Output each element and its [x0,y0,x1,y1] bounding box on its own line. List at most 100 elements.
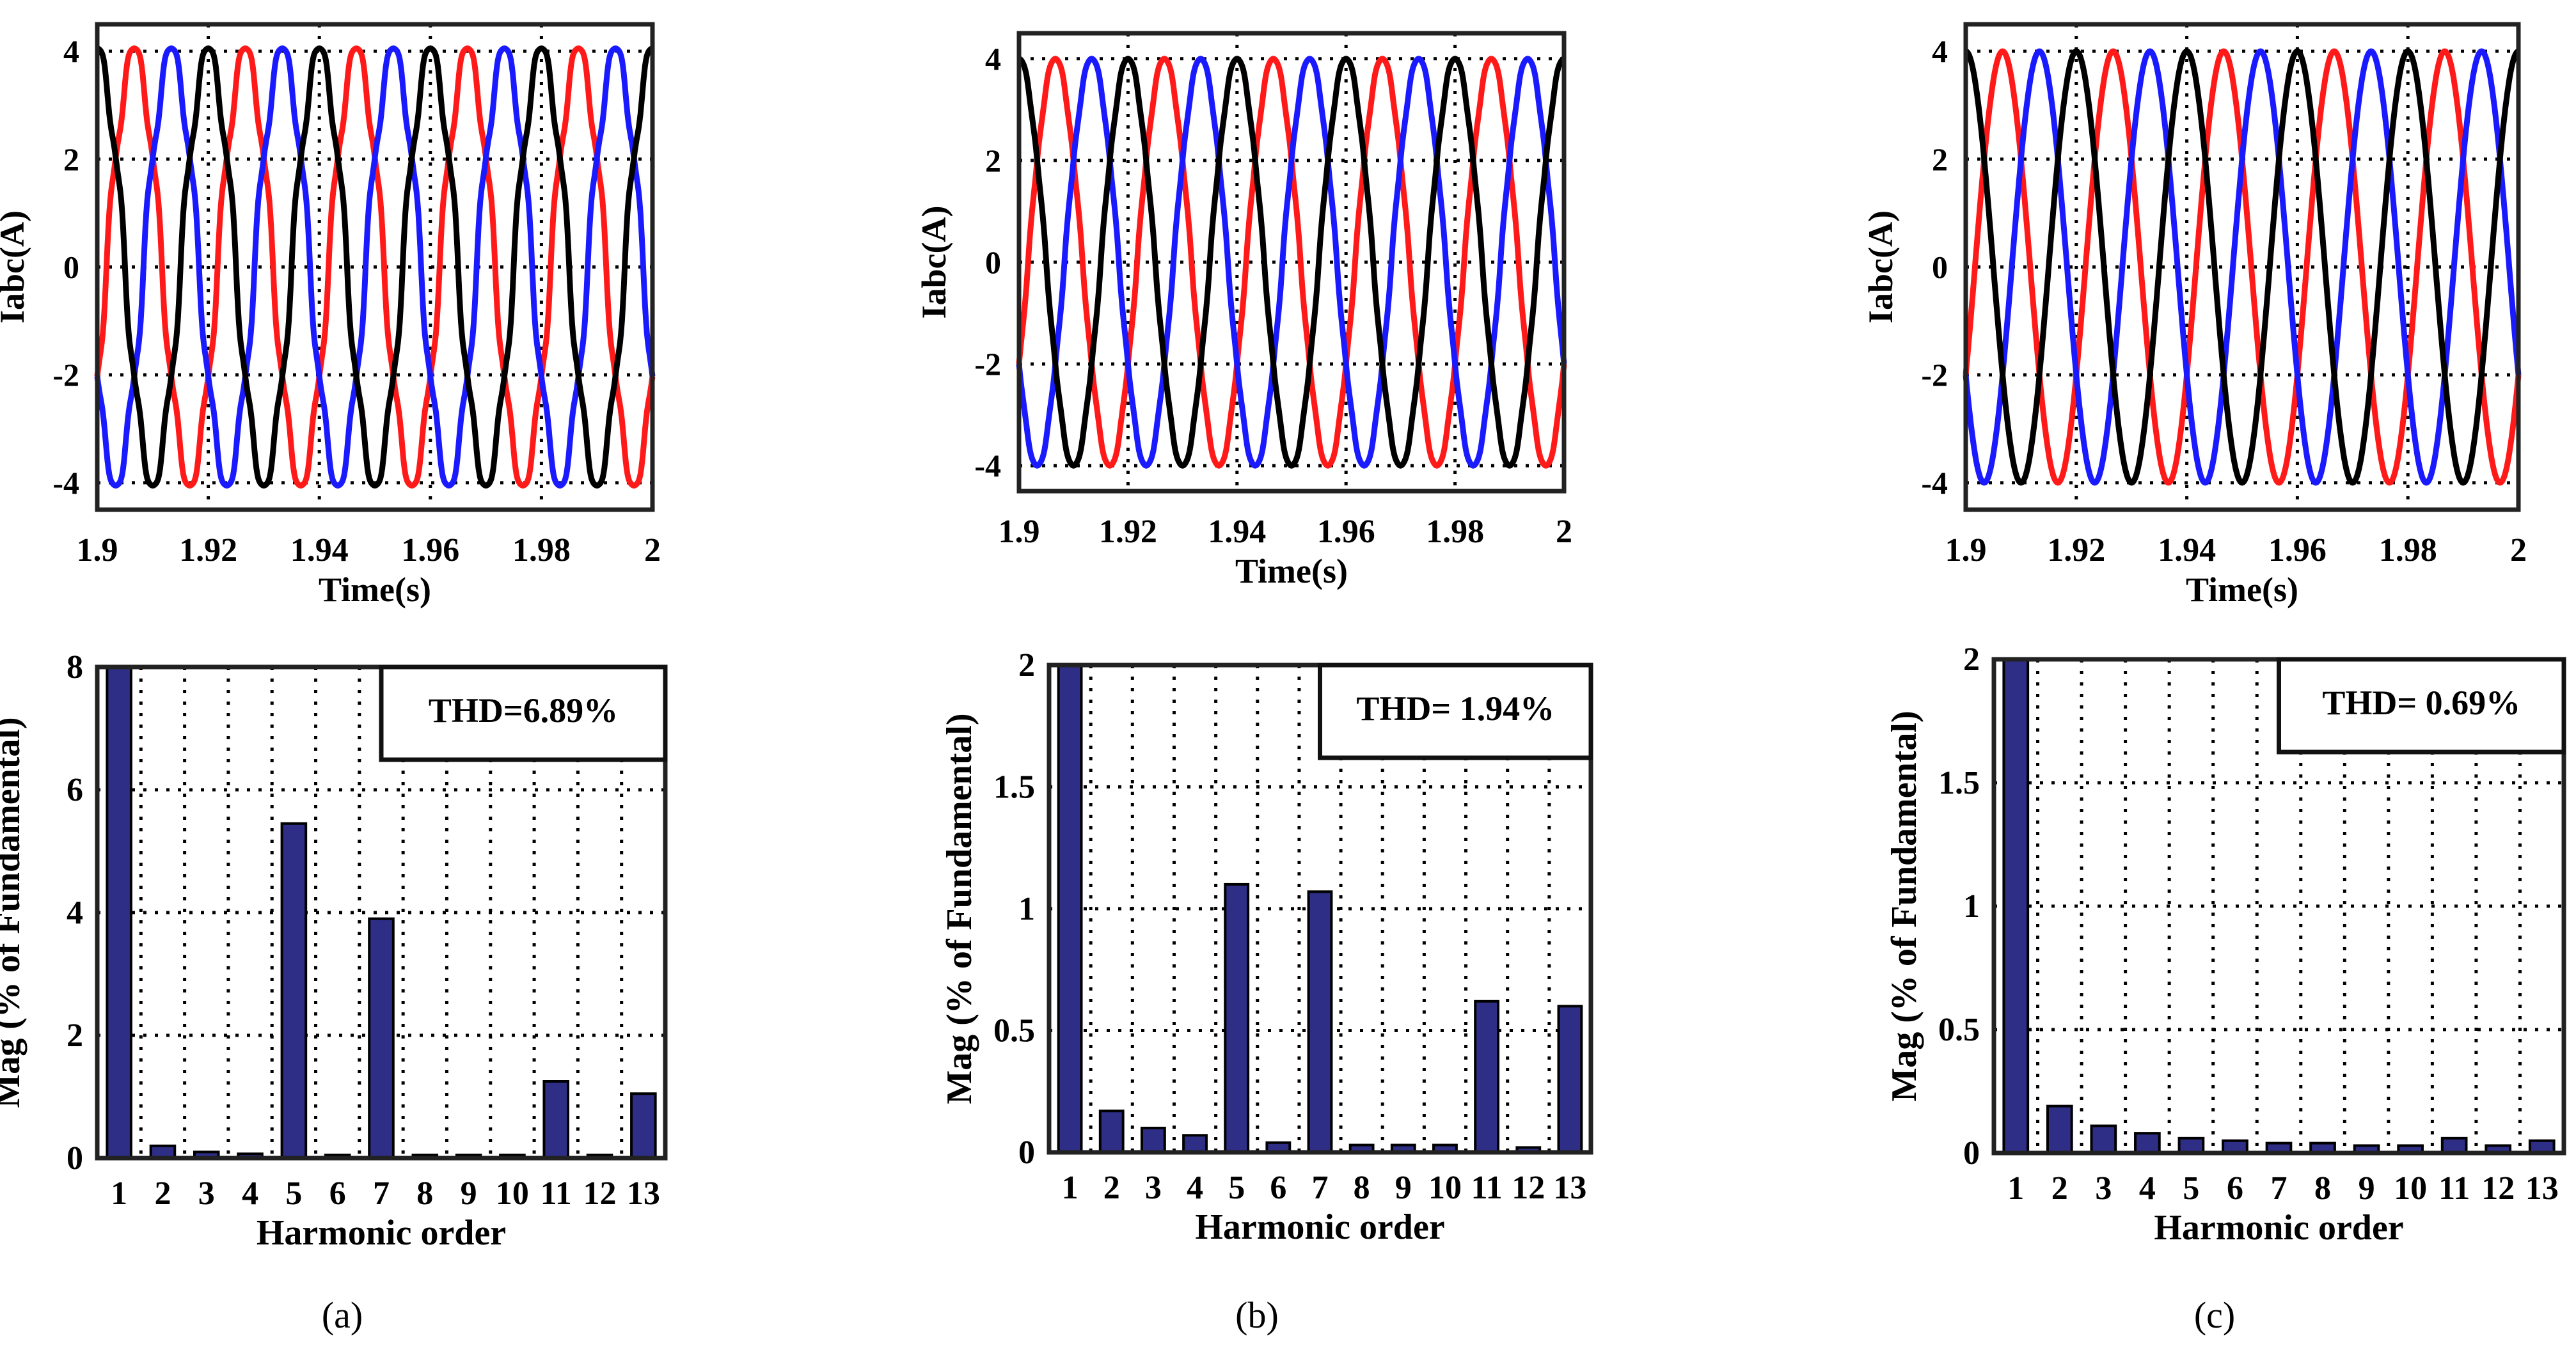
y-tick-label: -2 [974,346,1001,382]
bar-harmonic-2 [1098,1110,1125,1154]
x-axis-label: Time(s) [319,570,431,609]
y-tick-label: 2 [985,143,1001,178]
x-tick-label: 6 [1270,1170,1286,1206]
y-tick-label: 2 [67,1017,83,1054]
y-tick-label: -4 [974,448,1001,483]
x-axis-label: Time(s) [1235,552,1348,590]
bar-harmonic-1 [106,666,132,1159]
x-tick-label: 7 [373,1175,390,1212]
y-tick-label: 8 [67,649,83,686]
harmonic-bar-chart-1: THD=6.89%1 2 3 4 5 6 7 8 9 10 11 12 1386420Harmonic … [0,649,668,1253]
y-tick-label: 2 [1963,641,1980,678]
x-tick-label: 1.98 [2379,532,2437,569]
x-tick-label: 2 [1103,1170,1120,1206]
bar-harmonic-7 [368,917,395,1159]
x-tick-label: 9 [2359,1170,2375,1207]
bar-harmonic-4 [2134,1132,2161,1154]
waveform-chart-2: 1.9 1.92 1.94 1.96 1.98 2 4 2 0 -2 -4 Time(s) Iabc(A… [915,31,1572,590]
x-tick-label: 12 [583,1175,617,1212]
x-tick-label: 1.96 [2268,532,2327,569]
series-line-ic [95,45,655,489]
x-tick-label: 2 [2510,532,2527,569]
bar-harmonic-13 [1557,1005,1583,1154]
x-tick-label: 1 [111,1175,127,1212]
bar-harmonic-3 [2090,1124,2117,1155]
panel-caption: (b) [1235,1294,1279,1336]
x-tick-label: 3 [1145,1170,1162,1206]
y-tick-label: 4 [985,41,1001,77]
bar-harmonic-5 [1224,882,1250,1154]
x-tick-label: 5 [2183,1170,2199,1207]
series-line-ic [1016,56,1567,469]
x-tick-label: 13 [627,1175,660,1212]
y-tick-label: 2 [1932,141,1948,177]
x-tick-label: 1.94 [2158,532,2216,569]
x-tick-label: 3 [2095,1170,2112,1207]
y-tick-label: 2 [1018,647,1035,684]
x-tick-label: 10 [2394,1170,2427,1207]
x-tick-label: 10 [1428,1170,1462,1206]
bar-harmonic-13 [630,1092,657,1159]
x-tick-label: 2 [1556,514,1572,550]
y-tick-label: 0 [1932,249,1948,285]
thd-annotation: THD= 0.69% [2322,684,2520,722]
x-tick-label: 4 [2139,1170,2156,1207]
bar-harmonic-11 [542,1080,570,1159]
y-tick-label: 4 [1932,33,1948,69]
x-tick-label: 5 [285,1175,302,1212]
x-tick-label: 1.92 [2047,532,2105,569]
x-tick-label: 1.98 [1426,514,1484,550]
x-tick-label: 7 [2271,1170,2288,1207]
y-tick-label: 1.5 [993,769,1035,806]
x-tick-label: 11 [2438,1170,2470,1207]
y-tick-label: 0 [1018,1134,1035,1171]
bar-harmonic-2 [2046,1104,2073,1155]
harmonic-bar-chart-3: THD= 0.69%1 2 3 4 5 6 7 8 9 10 11 12 1321.510.50Harm… [1885,641,2566,1248]
y-axis-label: Iabc(A) [0,210,31,324]
bar-harmonic-5 [280,822,308,1160]
y-tick-label: 0 [985,244,1001,280]
x-axis-label: Harmonic order [1195,1207,1444,1247]
y-tick-label: 1 [1963,888,1980,925]
x-tick-label: 12 [1512,1170,1545,1206]
y-tick-label: 0 [63,249,79,285]
bar-harmonic-1 [2002,658,2030,1154]
x-tick-label: 2 [154,1175,171,1212]
harmonic-bar-chart-2: THD= 1.94%1 2 3 4 5 6 7 8 9 10 11 12 1321.510.50Harm… [940,647,1593,1247]
x-tick-label: 1.9 [1945,532,1987,569]
y-axis-label: Iabc(A) [1861,210,1900,324]
y-tick-label: 0.5 [993,1013,1035,1049]
waveform-chart-1: 1.9 1.92 1.94 1.96 1.98 2 4 2 0 -2 -4 Time(s) Iabc(A… [0,22,661,609]
x-tick-label: 11 [1471,1170,1503,1206]
x-tick-label: 4 [1187,1170,1203,1206]
x-tick-label: 1.9 [999,514,1040,550]
x-axis-label: Harmonic order [2154,1208,2403,1248]
y-tick-label: 0 [67,1140,83,1177]
x-tick-label: 6 [329,1175,346,1212]
x-tick-label: 13 [1553,1170,1586,1206]
x-tick-label: 12 [2481,1170,2515,1207]
x-tick-label: 8 [416,1175,433,1212]
x-tick-label: 1.92 [1099,514,1157,550]
y-tick-label: -2 [1921,357,1948,393]
x-tick-label: 6 [2227,1170,2243,1207]
y-tick-label: 1.5 [1938,765,1980,801]
x-tick-label: 1 [1062,1170,1079,1206]
plot-frame [95,22,655,512]
y-axis-label: Mag (% of Fundamental) [1885,710,1924,1101]
thd-annotation: THD=6.89% [429,691,618,730]
x-tick-label: 9 [1395,1170,1412,1206]
x-tick-label: 2 [2051,1170,2068,1207]
panel-caption: (a) [322,1294,363,1336]
x-tick-label: 13 [2525,1170,2559,1207]
waveform-chart-3: 1.9 1.92 1.94 1.96 1.98 2 4 2 0 -2 -4 Time(s) Iabc(A… [1861,22,2527,609]
y-tick-label: -4 [1921,465,1948,501]
bar-harmonic-11 [1474,1000,1500,1154]
x-axis-label: Time(s) [2186,570,2298,609]
bar-harmonic-3 [1140,1126,1166,1154]
x-tick-label: 4 [242,1175,258,1212]
x-tick-label: 1.96 [401,532,459,569]
x-tick-label: 8 [2314,1170,2331,1207]
x-tick-label: 3 [198,1175,215,1212]
